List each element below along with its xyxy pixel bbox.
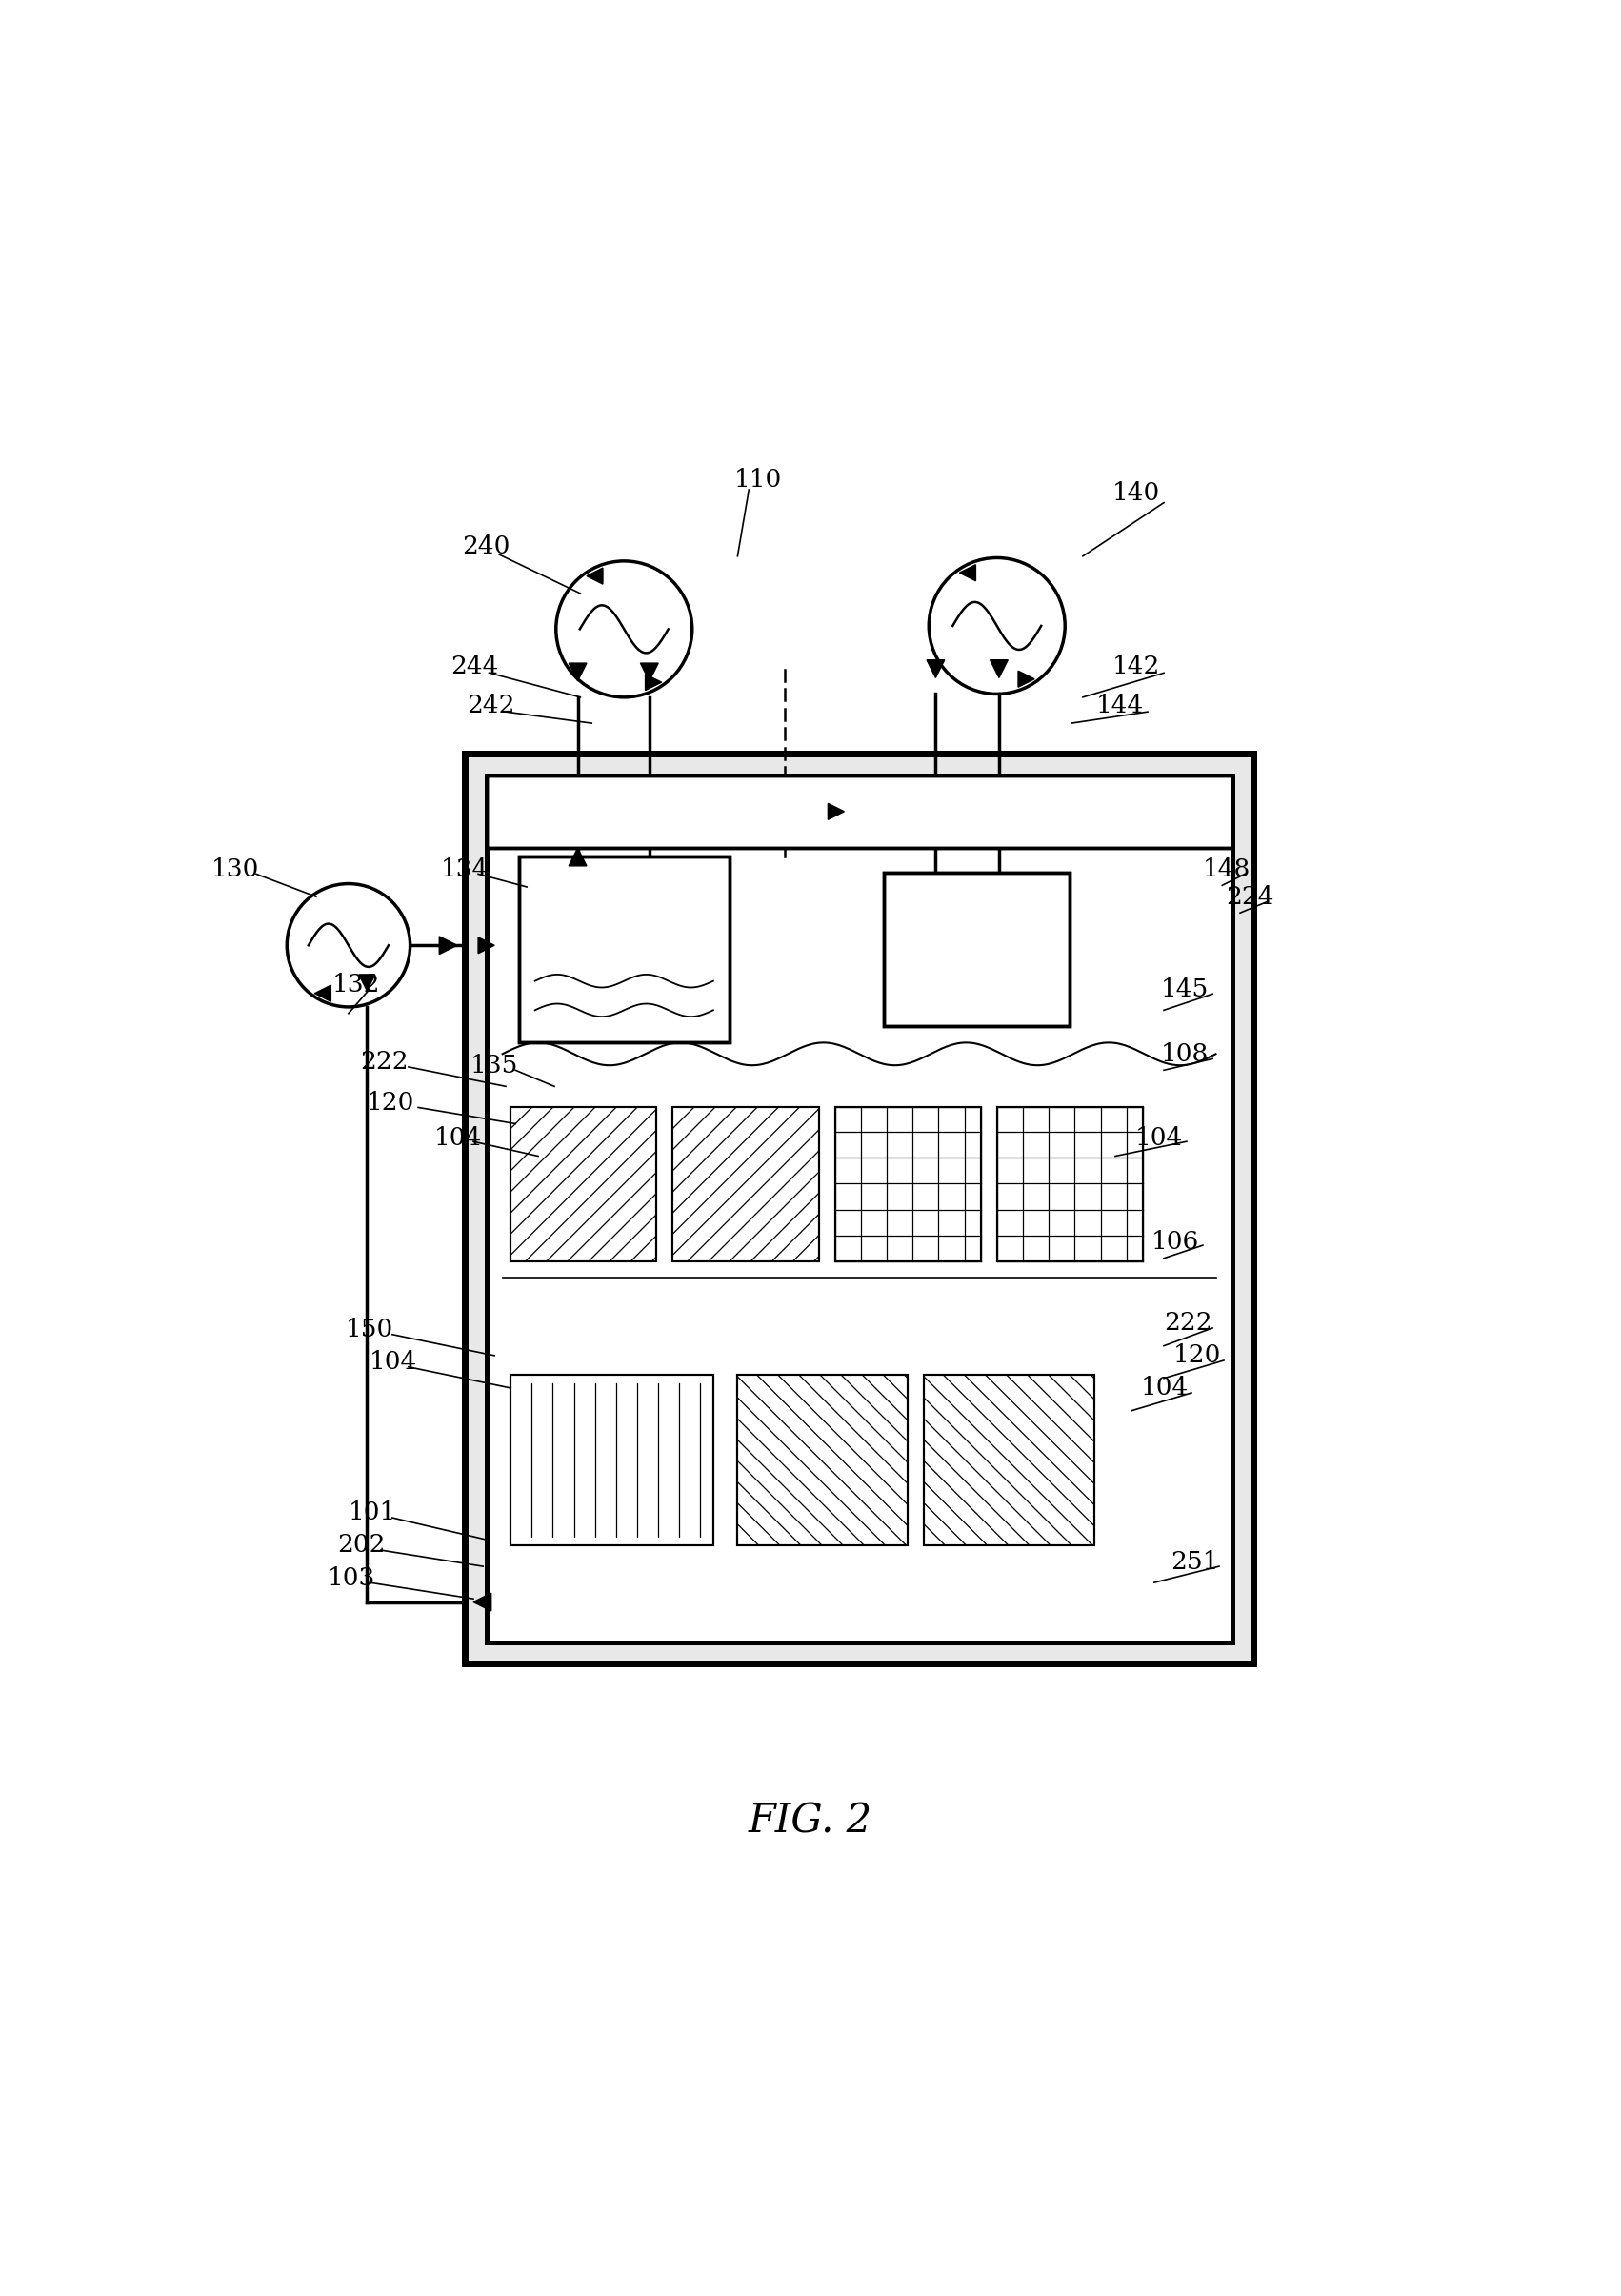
Bar: [673, 1107, 819, 1261]
Text: 135: 135: [470, 1054, 519, 1077]
Text: 132: 132: [332, 971, 381, 996]
Polygon shape: [439, 937, 457, 955]
Bar: [924, 1375, 1094, 1545]
Text: 134: 134: [441, 856, 490, 882]
Text: 222: 222: [1164, 1311, 1213, 1334]
Text: 104: 104: [434, 1127, 483, 1150]
Bar: [486, 776, 1232, 847]
Bar: [511, 1107, 657, 1261]
Polygon shape: [358, 974, 374, 990]
Bar: [835, 1107, 981, 1261]
Bar: [486, 776, 1232, 847]
Text: 150: 150: [345, 1318, 394, 1341]
Bar: [511, 1375, 713, 1545]
Text: 242: 242: [467, 693, 515, 716]
Text: 108: 108: [1161, 1042, 1209, 1065]
Text: 101: 101: [349, 1502, 397, 1525]
Text: 148: 148: [1203, 856, 1251, 882]
Bar: [883, 872, 1070, 1026]
Bar: [486, 776, 1232, 1642]
Bar: [486, 776, 1232, 1642]
Text: 244: 244: [451, 654, 499, 677]
Text: 142: 142: [1112, 654, 1161, 677]
Bar: [738, 1375, 908, 1545]
Bar: [997, 1107, 1143, 1261]
Polygon shape: [960, 565, 976, 581]
Bar: [835, 1107, 981, 1261]
Bar: [519, 856, 729, 1042]
Text: 222: 222: [360, 1049, 408, 1075]
Text: FIG. 2: FIG. 2: [749, 1800, 872, 1841]
Text: 110: 110: [734, 468, 783, 491]
Bar: [883, 872, 1070, 1026]
Polygon shape: [587, 567, 603, 583]
Bar: [465, 753, 1253, 1665]
Polygon shape: [478, 937, 494, 953]
Text: 224: 224: [1225, 884, 1274, 909]
Text: 240: 240: [462, 535, 511, 558]
Polygon shape: [927, 659, 945, 677]
Bar: [673, 1107, 819, 1261]
Bar: [511, 1375, 713, 1545]
Bar: [465, 753, 1253, 1665]
Polygon shape: [990, 659, 1008, 677]
Text: 120: 120: [1174, 1343, 1222, 1368]
Polygon shape: [640, 664, 658, 682]
Text: 106: 106: [1151, 1231, 1200, 1254]
Text: 145: 145: [1161, 978, 1209, 1001]
Text: 104: 104: [370, 1350, 418, 1373]
Polygon shape: [1018, 670, 1034, 687]
Polygon shape: [569, 847, 587, 866]
Text: 104: 104: [1141, 1375, 1190, 1401]
Polygon shape: [828, 804, 845, 820]
Bar: [738, 1375, 908, 1545]
Text: 144: 144: [1096, 693, 1144, 716]
Text: 251: 251: [1170, 1550, 1219, 1573]
Text: 103: 103: [327, 1566, 376, 1589]
Text: 140: 140: [1112, 480, 1161, 505]
Polygon shape: [569, 664, 587, 682]
Polygon shape: [645, 675, 661, 691]
Text: 104: 104: [1135, 1127, 1183, 1150]
Bar: [924, 1375, 1094, 1545]
Polygon shape: [473, 1593, 491, 1612]
Text: 120: 120: [366, 1091, 415, 1114]
Text: 202: 202: [337, 1534, 386, 1557]
Text: 130: 130: [211, 856, 259, 882]
Bar: [519, 856, 729, 1042]
Bar: [511, 1107, 657, 1261]
Bar: [997, 1107, 1143, 1261]
Polygon shape: [314, 985, 331, 1001]
